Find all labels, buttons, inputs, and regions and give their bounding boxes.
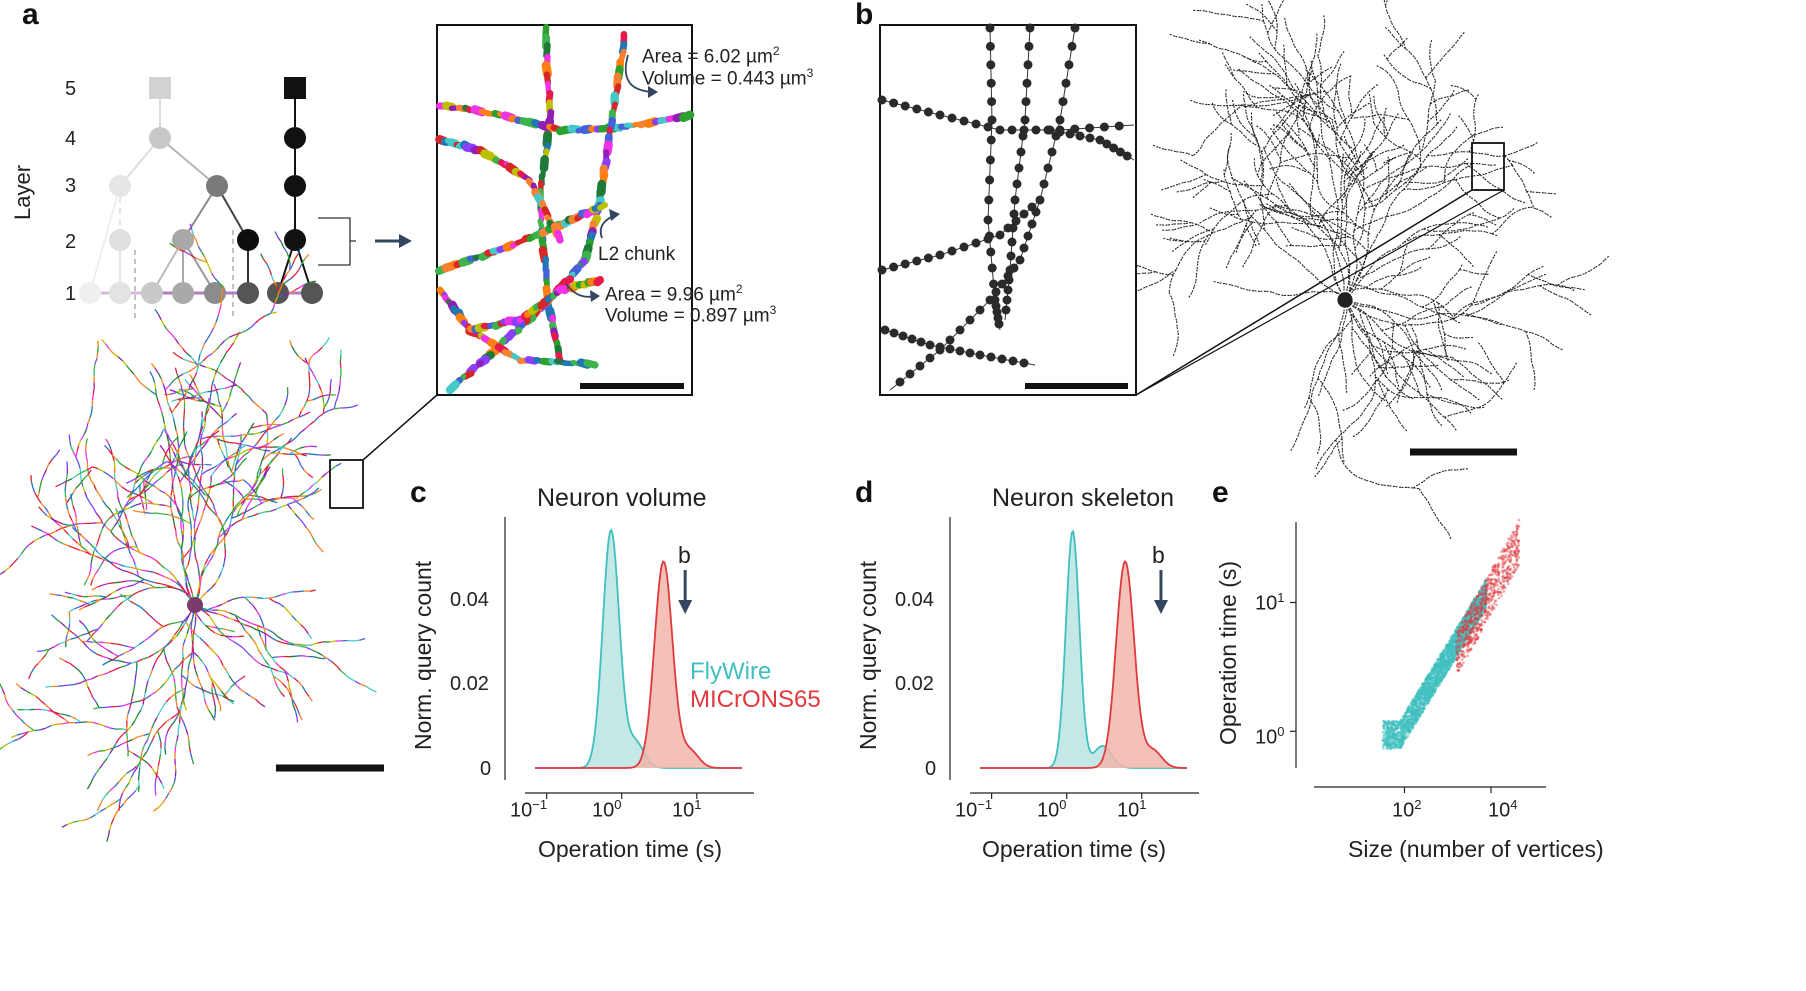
colored-neuron-mesh (0, 223, 377, 842)
chart-e-xlabel: Size (number of vertices) (1348, 836, 1604, 862)
legend-flywire: FlyWire (690, 658, 772, 685)
inset-b-frame (879, 24, 1137, 396)
tree-graph (79, 77, 412, 320)
inset-a-chunk-label: L2 chunk (596, 244, 678, 266)
inset-b-skeleton (877, 23, 1135, 391)
chart-d-ytick-2: 0.04 (895, 589, 934, 611)
zoom-box-a (329, 459, 364, 509)
inset-a-bottom-volume: Volume = 0.897 µm3 (605, 303, 777, 327)
chart-d-xlabel: Operation time (s) (982, 836, 1167, 862)
legend-microns65: MICrONS65 (690, 686, 821, 713)
soma (187, 597, 203, 613)
chart-c-xtick-0: 10−1 (510, 797, 548, 822)
chart-d-xtick-2: 101 (1117, 797, 1147, 822)
chart-d-xtick-1: 100 (1037, 797, 1067, 822)
chart-c-ytick-0: 0 (480, 758, 492, 780)
chart-e-ytick-1: 101 (1255, 590, 1285, 615)
layer-1-label: 1 (65, 283, 77, 305)
inset-a-top-volume: Volume = 0.443 µm3 (642, 66, 814, 90)
inset-a-segments (434, 23, 695, 395)
layer-3-label: 3 (65, 175, 77, 197)
panel-letter-d: d (855, 476, 874, 509)
marker-arrow-head (678, 600, 693, 614)
skeleton-neuron (1108, 0, 1610, 540)
chart-c-ytick-2: 0.04 (450, 589, 489, 611)
chart-c-xtick-2: 101 (672, 797, 702, 822)
panel-letter-b: b (855, 0, 874, 31)
chart-c-xtick-1: 100 (592, 797, 622, 822)
layer-5-label: 5 (65, 78, 77, 100)
chart-c-title: Neuron volume (537, 484, 707, 512)
chart-d-marker-label: b (1152, 542, 1165, 568)
chart-d-title: Neuron skeleton (992, 484, 1175, 512)
chart-c-marker-label: b (678, 542, 691, 568)
panel-letter-a: a (22, 0, 39, 31)
chart-e-ytick-0: 100 (1255, 724, 1285, 749)
chart-c-xlabel: Operation time (s) (538, 836, 723, 862)
series-line-MICrONS65 (535, 560, 742, 769)
chart-e-xtick-0: 102 (1392, 797, 1422, 822)
series-area-MICrONS65 (980, 561, 1187, 768)
chart-e-xtick-1: 104 (1488, 797, 1518, 822)
chart-d-ytick-1: 0.02 (895, 673, 934, 695)
inset-a-top-area: Area = 6.02 µm2 (642, 44, 780, 68)
zoom-box-b (1471, 142, 1505, 191)
layer-2-label: 2 (65, 231, 77, 253)
chart-d-xtick-0: 10−1 (955, 797, 993, 822)
panel-letter-c: c (410, 476, 427, 509)
series-line-MICrONS65 (980, 559, 1187, 769)
layer-4-label: 4 (65, 128, 77, 150)
soma (1337, 292, 1353, 308)
series-area-FlyWire (980, 531, 1187, 768)
panel-letter-e: e (1212, 476, 1229, 509)
chart-d-ytick-0: 0 (925, 758, 937, 780)
marker-arrow-head (1153, 600, 1168, 614)
chart-c-ytick-1: 0.02 (450, 673, 489, 695)
inset-a-bottom-area: Area = 9.96 µm2 (605, 282, 743, 306)
scatter-points (1381, 518, 1521, 751)
